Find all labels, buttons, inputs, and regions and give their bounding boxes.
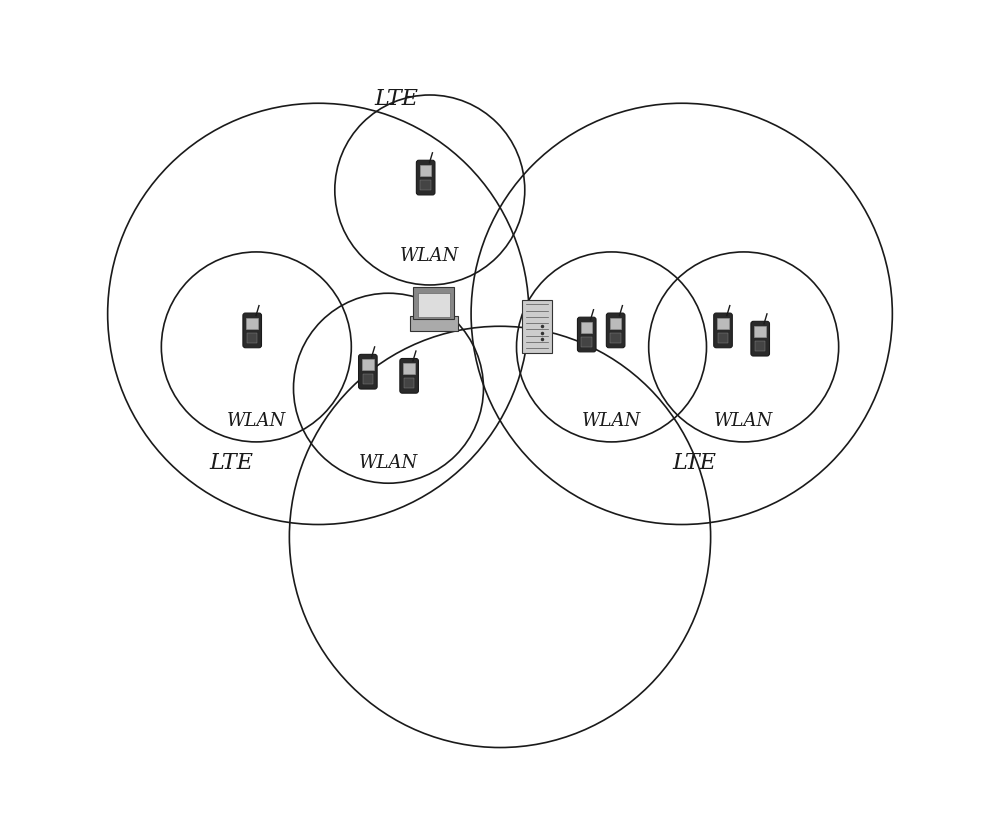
FancyBboxPatch shape — [420, 180, 431, 190]
Text: LTE: LTE — [672, 452, 716, 473]
FancyBboxPatch shape — [418, 293, 450, 317]
FancyBboxPatch shape — [755, 341, 765, 351]
FancyBboxPatch shape — [247, 333, 257, 343]
Text: LTE: LTE — [375, 88, 419, 110]
FancyBboxPatch shape — [581, 337, 592, 347]
FancyBboxPatch shape — [359, 354, 377, 389]
FancyBboxPatch shape — [362, 359, 374, 370]
FancyBboxPatch shape — [410, 316, 458, 330]
FancyBboxPatch shape — [246, 318, 258, 329]
Text: WLAN: WLAN — [227, 412, 286, 430]
Text: WLAN: WLAN — [400, 247, 459, 265]
FancyBboxPatch shape — [403, 363, 415, 374]
FancyBboxPatch shape — [714, 313, 732, 348]
FancyBboxPatch shape — [400, 358, 418, 393]
FancyBboxPatch shape — [363, 374, 373, 384]
Text: WLAN: WLAN — [359, 453, 418, 472]
FancyBboxPatch shape — [522, 300, 552, 353]
FancyBboxPatch shape — [243, 313, 261, 348]
FancyBboxPatch shape — [718, 333, 728, 343]
FancyBboxPatch shape — [751, 321, 769, 356]
FancyBboxPatch shape — [577, 317, 596, 352]
FancyBboxPatch shape — [413, 287, 454, 319]
FancyBboxPatch shape — [606, 313, 625, 348]
FancyBboxPatch shape — [610, 318, 621, 329]
FancyBboxPatch shape — [717, 318, 729, 329]
FancyBboxPatch shape — [404, 378, 414, 388]
FancyBboxPatch shape — [416, 160, 435, 195]
FancyBboxPatch shape — [581, 322, 592, 333]
FancyBboxPatch shape — [754, 326, 766, 337]
FancyBboxPatch shape — [610, 333, 621, 343]
Text: WLAN: WLAN — [582, 412, 641, 430]
Text: WLAN: WLAN — [714, 412, 773, 430]
FancyBboxPatch shape — [420, 165, 431, 176]
Text: LTE: LTE — [210, 452, 254, 473]
